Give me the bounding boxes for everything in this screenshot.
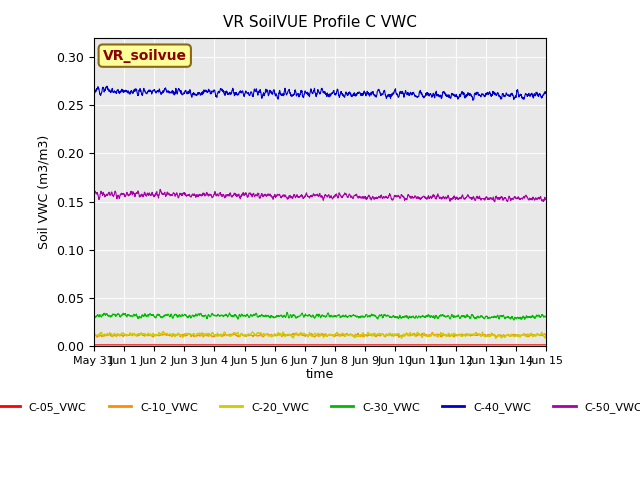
C-30_VWC (510, 317, 518, 323)
C-05_VWC (543, 342, 550, 348)
Line: C-10_VWC: C-10_VWC (93, 333, 547, 337)
C-50_VWC (447, 198, 454, 204)
C-05_VWC (310, 342, 317, 348)
Line: C-50_VWC: C-50_VWC (93, 190, 547, 202)
Legend: C-05_VWC, C-10_VWC, C-20_VWC, C-30_VWC, C-40_VWC, C-50_VWC: C-05_VWC, C-10_VWC, C-20_VWC, C-30_VWC, … (0, 397, 640, 417)
C-40_VWC (104, 84, 111, 89)
C-05_VWC (529, 342, 537, 348)
Title: VR SoilVUE Profile C VWC: VR SoilVUE Profile C VWC (223, 15, 417, 30)
C-40_VWC (543, 91, 550, 96)
C-30_VWC (543, 314, 550, 320)
C-20_VWC (113, 331, 121, 337)
C-05_VWC (298, 342, 306, 348)
C-20_VWC (398, 336, 406, 341)
C-40_VWC (469, 97, 477, 103)
C-20_VWC (530, 333, 538, 338)
C-10_VWC (543, 333, 550, 338)
C-20_VWC (159, 329, 167, 335)
C-50_VWC (543, 197, 550, 203)
C-20_VWC (310, 332, 318, 337)
C-50_VWC (530, 195, 538, 201)
C-30_VWC (90, 312, 97, 318)
C-10_VWC (529, 332, 537, 338)
Line: C-40_VWC: C-40_VWC (93, 86, 547, 100)
Line: C-30_VWC: C-30_VWC (93, 312, 547, 320)
C-05_VWC (529, 342, 537, 348)
C-40_VWC (310, 88, 318, 94)
C-50_VWC (529, 195, 537, 201)
C-50_VWC (156, 187, 164, 192)
C-20_VWC (298, 331, 306, 337)
C-30_VWC (284, 310, 291, 315)
C-20_VWC (543, 333, 550, 338)
C-05_VWC (446, 342, 454, 348)
C-20_VWC (529, 333, 537, 339)
C-20_VWC (90, 332, 97, 338)
Line: C-20_VWC: C-20_VWC (93, 332, 547, 338)
C-30_VWC (310, 314, 318, 320)
C-30_VWC (447, 316, 454, 322)
X-axis label: time: time (306, 368, 334, 381)
C-50_VWC (491, 199, 499, 204)
C-10_VWC (429, 330, 436, 336)
C-50_VWC (298, 193, 306, 199)
C-10_VWC (298, 332, 306, 338)
C-30_VWC (298, 311, 306, 316)
C-10_VWC (310, 334, 317, 339)
C-30_VWC (113, 312, 121, 318)
C-30_VWC (529, 313, 537, 319)
C-40_VWC (298, 88, 306, 94)
C-10_VWC (113, 333, 121, 339)
Y-axis label: Soil VWC (m3/m3): Soil VWC (m3/m3) (37, 135, 51, 249)
C-50_VWC (90, 191, 97, 197)
C-30_VWC (530, 314, 538, 320)
C-40_VWC (113, 87, 121, 93)
C-05_VWC (90, 342, 97, 348)
C-50_VWC (310, 192, 318, 198)
C-10_VWC (447, 333, 454, 339)
C-10_VWC (395, 335, 403, 340)
C-10_VWC (530, 332, 538, 338)
Text: VR_soilvue: VR_soilvue (103, 48, 187, 63)
C-40_VWC (529, 95, 537, 101)
C-10_VWC (90, 332, 97, 337)
C-20_VWC (447, 334, 454, 340)
C-40_VWC (530, 94, 538, 100)
C-40_VWC (447, 95, 454, 100)
C-40_VWC (90, 90, 97, 96)
C-50_VWC (113, 196, 121, 202)
C-05_VWC (113, 342, 121, 348)
